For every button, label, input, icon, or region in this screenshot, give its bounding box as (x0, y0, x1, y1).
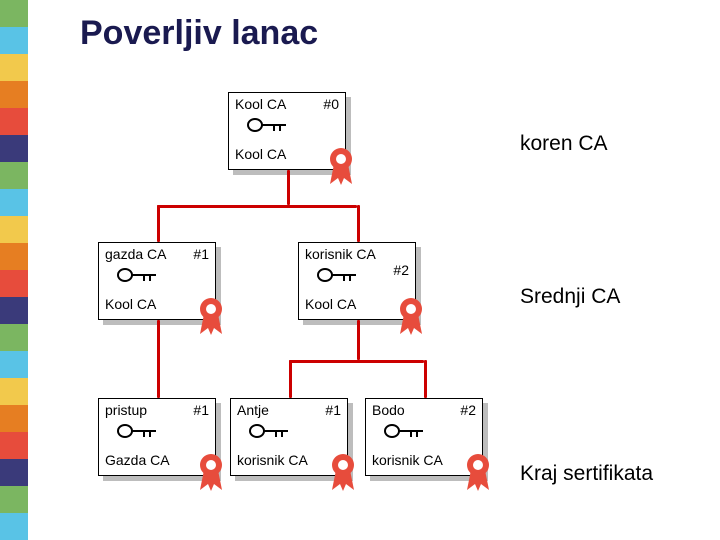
page-title: Poverljiv lanac (80, 14, 318, 53)
cert-serial: #1 (193, 402, 209, 418)
connector-segment (287, 170, 290, 205)
seal-icon (461, 450, 495, 497)
connector-segment (157, 205, 357, 208)
connector-segment (424, 360, 427, 398)
seal-icon (326, 450, 360, 497)
seal-icon (194, 294, 228, 341)
left-stripe-bar (0, 0, 28, 540)
label-end: Kraj sertifikata (520, 462, 653, 486)
diagram-stage: Poverljiv lanac koren CA Srednji CA Kraj… (0, 0, 720, 540)
connector-segment (157, 320, 160, 398)
cert-serial: #1 (193, 246, 209, 262)
cert-serial: #0 (323, 96, 339, 112)
connector-segment (157, 205, 160, 242)
key-icon (383, 422, 425, 445)
key-icon (246, 116, 288, 139)
label-root-ca: koren CA (520, 132, 608, 156)
connector-segment (357, 205, 360, 242)
key-icon (116, 422, 158, 445)
cert-subject: korisnik CA (305, 246, 409, 262)
cert-serial: #2 (393, 262, 409, 278)
seal-icon (194, 450, 228, 497)
key-icon (316, 266, 358, 289)
label-mid-ca: Srednji CA (520, 285, 620, 309)
connector-segment (289, 360, 424, 363)
connector-segment (357, 320, 360, 360)
seal-icon (324, 144, 358, 191)
cert-serial: #1 (325, 402, 341, 418)
connector-segment (289, 360, 292, 398)
key-icon (116, 266, 158, 289)
key-icon (248, 422, 290, 445)
seal-icon (394, 294, 428, 341)
cert-serial: #2 (460, 402, 476, 418)
